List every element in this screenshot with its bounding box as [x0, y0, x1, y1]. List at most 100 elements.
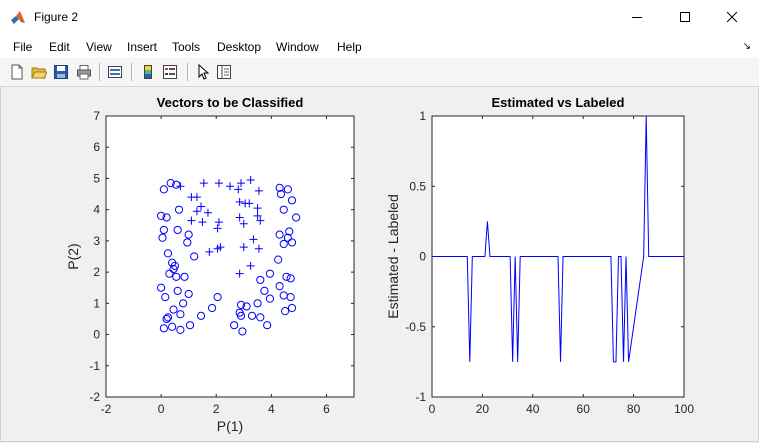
y-tick-label: 5: [93, 171, 100, 185]
menu-desktop[interactable]: Desktop: [217, 40, 262, 54]
insert-legend-icon[interactable]: [162, 64, 178, 80]
circle-point: [161, 292, 170, 302]
circle-point: [285, 227, 294, 236]
property-inspector-icon[interactable]: [216, 64, 232, 80]
plus-point: [256, 216, 265, 225]
plus-point: [237, 179, 246, 188]
plus-point: [198, 218, 207, 227]
y-tick-label: -0.5: [405, 320, 426, 334]
circle-point: [286, 292, 295, 302]
open-file-icon[interactable]: [31, 64, 47, 80]
plus-point: [253, 204, 262, 213]
pointer-icon[interactable]: [195, 64, 211, 80]
plus-point: [254, 244, 263, 253]
circle-point: [157, 283, 166, 292]
y-tick-label: 1: [419, 109, 426, 123]
maximize-button[interactable]: [661, 0, 707, 34]
plus-point: [213, 224, 222, 233]
plus-point: [254, 186, 263, 195]
plus-point: [246, 261, 255, 270]
x-tick-label: 80: [627, 402, 641, 416]
y-tick-label: 0: [93, 328, 100, 342]
chart-title: Vectors to be Classified: [157, 95, 304, 110]
circle-point: [159, 225, 168, 235]
error-line: [432, 115, 684, 363]
circle-point: [279, 205, 288, 214]
plus-point: [205, 247, 214, 256]
circle-point: [274, 255, 283, 264]
circle-point: [256, 313, 265, 322]
circle-point: [207, 303, 217, 313]
plus-point: [249, 235, 258, 244]
chart-title: Estimated vs Labeled: [492, 95, 625, 110]
circle-point: [174, 205, 184, 214]
new-figure-icon[interactable]: [9, 64, 25, 80]
x-tick-label: 2: [213, 402, 220, 416]
figure-toolbar: [0, 58, 759, 87]
insert-colorbar-icon[interactable]: [140, 64, 156, 80]
circle-point: [265, 294, 275, 303]
axes-box: [105, 115, 355, 398]
x-tick-label: 4: [268, 402, 275, 416]
circle-point: [179, 299, 188, 308]
toolbar-separator: [131, 63, 132, 81]
window-title: Figure 2: [34, 10, 79, 24]
plus-point: [234, 185, 243, 194]
circle-point: [170, 261, 179, 270]
circle-point: [275, 282, 284, 291]
plus-point: [192, 207, 201, 216]
y-tick-label: 6: [93, 140, 100, 154]
plus-point: [235, 213, 244, 222]
menu-file[interactable]: File: [13, 40, 33, 54]
plus-point: [203, 208, 212, 217]
circle-point: [279, 239, 288, 249]
circle-point: [163, 249, 173, 258]
minimize-button[interactable]: [614, 0, 660, 34]
plus-point: [197, 202, 206, 211]
menu-edit[interactable]: Edit: [49, 40, 70, 54]
y-axis-label: P(2): [65, 243, 81, 269]
menu-tools[interactable]: Tools: [172, 40, 201, 54]
axes-2: 0 20 40 60 80 100 -1 -0.5 0 0.5 1 Estimated vs Labe…: [385, 95, 694, 416]
circle-point: [169, 305, 178, 314]
dock-figure-icon[interactable]: ↘: [742, 41, 751, 52]
circle-point: [281, 307, 290, 316]
y-tick-label: 7: [93, 109, 100, 123]
circle-point: [159, 185, 168, 194]
circle-point: [162, 314, 171, 324]
link-plot-icon[interactable]: [107, 64, 123, 80]
matlab-logo-icon: [11, 11, 25, 24]
plus-point: [192, 193, 201, 202]
save-icon[interactable]: [53, 64, 69, 80]
circle-point: [275, 230, 284, 239]
circle-point: [283, 185, 292, 194]
plus-point: [199, 179, 208, 188]
close-button[interactable]: [708, 0, 754, 34]
plus-point: [187, 216, 196, 225]
plus-point: [214, 218, 223, 227]
axes-1: -2 0 2 4 6 -2 -1 0 1 2 3 4 5 6 7 Vectors to be Classifi…: [65, 95, 355, 434]
circle-point: [180, 272, 189, 281]
circle-point: [247, 311, 257, 320]
x-axis-label: P(1): [217, 418, 243, 434]
menu-view[interactable]: View: [86, 40, 112, 54]
menu-help[interactable]: Help: [337, 40, 362, 54]
menu-bar: File Edit View Insert Tools Desktop Wind…: [0, 34, 759, 58]
plus-point: [239, 219, 248, 228]
y-axis-label: Estimated - Labeled: [385, 194, 401, 319]
circle-point: [283, 233, 292, 242]
circle-point: [287, 303, 297, 313]
circle-point: [265, 269, 275, 278]
plus-point: [253, 211, 262, 220]
x-tick-label: 100: [674, 402, 694, 416]
close-icon: [726, 11, 738, 23]
x-tick-label: 0: [429, 402, 436, 416]
circle-point: [176, 310, 185, 319]
print-icon[interactable]: [76, 64, 92, 80]
circle-point: [184, 230, 193, 239]
circle-point: [256, 275, 265, 285]
circle-point: [173, 286, 182, 295]
menu-insert[interactable]: Insert: [127, 40, 158, 54]
circle-point: [163, 313, 173, 322]
menu-window[interactable]: Window: [276, 40, 319, 54]
